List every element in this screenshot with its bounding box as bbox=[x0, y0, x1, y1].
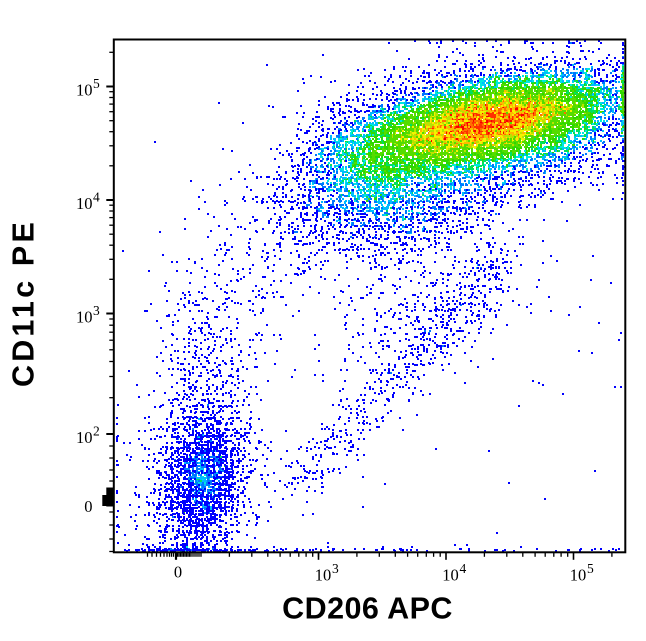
svg-text:10: 10 bbox=[315, 566, 332, 585]
svg-text:4: 4 bbox=[93, 190, 100, 205]
svg-text:4: 4 bbox=[460, 561, 467, 576]
svg-text:10: 10 bbox=[570, 566, 587, 585]
svg-text:10: 10 bbox=[76, 81, 93, 100]
svg-text:10: 10 bbox=[76, 428, 93, 447]
svg-text:5: 5 bbox=[93, 76, 100, 91]
svg-text:2: 2 bbox=[93, 424, 100, 439]
svg-text:10: 10 bbox=[442, 566, 459, 585]
svg-text:CD11c PE: CD11c PE bbox=[7, 219, 41, 387]
svg-text:3: 3 bbox=[332, 561, 339, 576]
svg-text:0: 0 bbox=[84, 497, 92, 516]
svg-text:10: 10 bbox=[76, 308, 93, 327]
svg-text:10: 10 bbox=[76, 194, 93, 213]
svg-text:3: 3 bbox=[93, 303, 100, 318]
svg-text:0: 0 bbox=[174, 563, 182, 582]
svg-text:CD206 APC: CD206 APC bbox=[282, 592, 453, 626]
svg-text:5: 5 bbox=[587, 561, 594, 576]
